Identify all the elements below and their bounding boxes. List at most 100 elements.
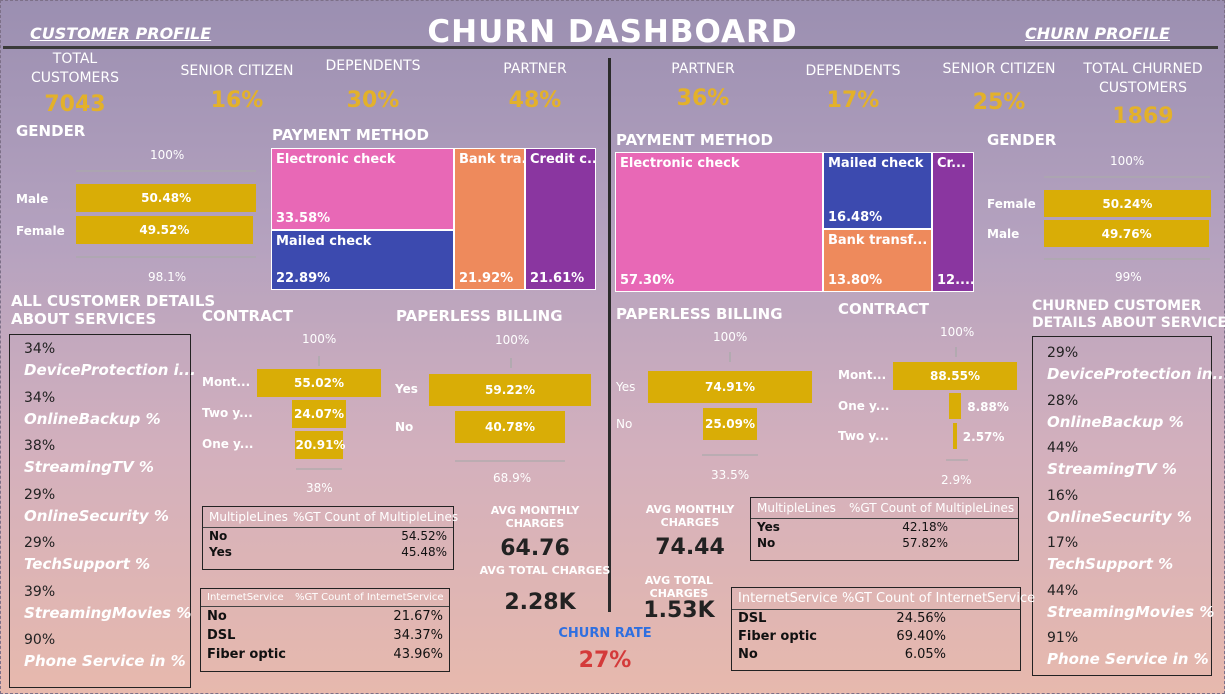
table-row: No 57.82% (751, 535, 1018, 551)
right-paperless-bar-no[interactable]: 25.09% (702, 408, 758, 440)
table-header-col2[interactable]: %GT Count of MultipleLines (293, 510, 459, 524)
service-pct: 34% (24, 341, 56, 357)
service-item[interactable]: 17% TechSupport % (1047, 535, 1173, 573)
service-pct: 44% (1047, 582, 1079, 599)
left-gender-bar-male[interactable]: 50.48% (76, 184, 257, 212)
tm-name: Cr... (937, 156, 966, 171)
right-gender-bar-male[interactable]: 49.76% (1044, 220, 1210, 247)
kpi-value-total-customers: 7043 (44, 92, 106, 117)
churn-kpi-value-partner: 36% (676, 86, 730, 111)
customer-profile-title[interactable]: CUSTOMER PROFILE (30, 24, 212, 43)
right-multiplelines-table: MultipleLines %GT Count of MultipleLines … (750, 497, 1019, 561)
service-name: Phone Service in % (1047, 650, 1209, 668)
service-item[interactable]: 38% StreamingTV % (24, 438, 154, 476)
table-row: No 21.67% (201, 607, 449, 626)
left-contract-cat-2: One y... (202, 437, 254, 451)
left-contract-axis-bottom (296, 468, 342, 470)
tm-name: Bank transf... (828, 233, 928, 248)
left-paperless-cat-no: No (395, 420, 414, 434)
left-contract-bar-two-year[interactable]: 24.07% (291, 400, 347, 428)
table-header-col2[interactable]: %GT Count of MultipleLines (849, 501, 1015, 515)
left-contract-cat-1: Two y... (202, 406, 253, 420)
right-contract-label-two-year: 2.57% (962, 430, 1005, 444)
right-paperless-cat-yes: Yes (616, 380, 636, 394)
center-divider (608, 58, 611, 612)
right-services-card: 29% DeviceProtection in... 28% OnlineBackup… (1032, 336, 1225, 676)
left-contract-bar-one-year[interactable]: 20.91% (295, 431, 345, 459)
service-item[interactable]: 91% Phone Service in % (1047, 630, 1209, 668)
service-item[interactable]: 16% OnlineSecurity % (1047, 488, 1192, 526)
left-paperless-top-label: 100% (495, 333, 530, 347)
table-header: InternetService %GT Count of InternetServ… (201, 589, 449, 607)
service-item[interactable]: 29% OnlineSecurity % (24, 487, 169, 525)
service-item[interactable]: 34% DeviceProtection i... (24, 341, 196, 379)
service-pct: 44% (1047, 440, 1079, 456)
left-payment-credit-card[interactable]: Credit c... 21.61% (525, 148, 596, 290)
table-cell: 57.82% (902, 536, 948, 550)
service-item[interactable]: 28% OnlineBackup % (1047, 393, 1184, 431)
right-paperless-bar-yes[interactable]: 74.91% (648, 371, 812, 403)
right-contract-bar-two-year[interactable] (953, 423, 957, 449)
kpi-value-dependents: 30% (346, 88, 400, 113)
kpi-label-partner: PARTNER (503, 61, 567, 77)
right-contract-bar-one-year[interactable] (948, 393, 962, 419)
service-name: OnlineSecurity % (1047, 507, 1192, 526)
left-contract-bar-month[interactable]: 55.02% (257, 369, 381, 397)
right-payment-electronic-check[interactable]: Electronic check 57.30% (615, 152, 823, 292)
churn-profile-title[interactable]: CHURN PROFILE (1025, 24, 1171, 43)
service-pct: 29% (24, 535, 56, 551)
table-header-col1[interactable]: MultipleLines (757, 501, 836, 515)
right-contract-cat-1: One y... (838, 399, 890, 413)
right-gender-bar-female[interactable]: 50.24% (1044, 190, 1211, 217)
left-paperless-bar-no[interactable]: 40.78% (454, 411, 566, 443)
right-gender-title: GENDER (987, 131, 1057, 149)
left-payment-bank-transfer[interactable]: Bank tra... 21.92% (454, 148, 525, 290)
service-pct: 17% (1047, 535, 1079, 551)
right-payment-bank-transfer[interactable]: Bank transf... 13.80% (823, 229, 932, 292)
header-divider (3, 46, 1218, 49)
left-payment-mailed-check[interactable]: Mailed check 22.89% (271, 230, 454, 290)
service-item[interactable]: 44% StreamingTV % (1047, 440, 1177, 478)
table-header-col2[interactable]: %GT Count of InternetService (842, 591, 1036, 606)
kpi-value-senior-citizen: 16% (210, 88, 264, 113)
dashboard-title: CHURN DASHBOARD (427, 14, 798, 50)
tm-name: Electronic check (620, 156, 740, 171)
table-row: No 6.05% (732, 646, 1020, 664)
table-header-col2[interactable]: %GT Count of InternetService (295, 592, 444, 603)
right-contract-top-label: 100% (940, 325, 975, 339)
service-name: DeviceProtection in... (1047, 365, 1225, 383)
left-internetservice-table: InternetService %GT Count of InternetServ… (200, 588, 450, 672)
table-header-col1[interactable]: MultipleLines (209, 510, 288, 524)
table-cell: No (209, 529, 228, 543)
right-payment-mailed-check[interactable]: Mailed check 16.48% (823, 152, 932, 229)
table-header-col1[interactable]: InternetService (738, 591, 838, 606)
service-item[interactable]: 39% StreamingMovies % (24, 584, 191, 622)
service-name: OnlineBackup % (24, 409, 161, 428)
left-paperless-bar-yes[interactable]: 59.22% (429, 374, 591, 406)
table-cell: Fiber optic (207, 647, 287, 662)
kpi-label-senior-citizen: SENIOR CITIZEN (180, 63, 294, 79)
service-pct: 39% (24, 583, 56, 600)
service-item[interactable]: 90% Phone Service in % (24, 632, 186, 670)
right-internetservice-table: InternetService %GT Count of InternetServ… (731, 587, 1035, 671)
kpi-label-total-customers: TOTAL CUSTOMERS (30, 51, 120, 86)
service-name: OnlineBackup % (1047, 412, 1184, 431)
left-gender-bar-female[interactable]: 49.52% (76, 216, 253, 244)
table-cell: 45.48% (401, 545, 447, 559)
service-item[interactable]: 29% DeviceProtection in... (1047, 345, 1225, 383)
kpi-label-dependents: DEPENDENTS (325, 58, 421, 74)
right-contract-cat-2: Two y... (838, 429, 889, 443)
right-gender-axis-top (1044, 176, 1210, 178)
right-contract-bar-month[interactable]: 88.55% (892, 362, 1018, 390)
service-item[interactable]: 29% TechSupport % (24, 535, 150, 573)
left-paperless-cat-yes: Yes (395, 382, 418, 396)
right-avg-monthly-label: AVG MONTHLY CHARGES (645, 503, 735, 529)
service-item[interactable]: 44% StreamingMovies % (1047, 583, 1214, 621)
table-cell: Yes (209, 545, 232, 559)
left-contract-title: CONTRACT (202, 307, 293, 325)
left-payment-electronic-check[interactable]: Electronic check 33.58% (271, 148, 454, 230)
service-item[interactable]: 34% OnlineBackup % (24, 390, 161, 428)
right-contract-title: CONTRACT (838, 300, 929, 318)
right-payment-credit-card[interactable]: Cr... 12.... (932, 152, 974, 292)
table-header-col1[interactable]: InternetService (207, 592, 284, 603)
